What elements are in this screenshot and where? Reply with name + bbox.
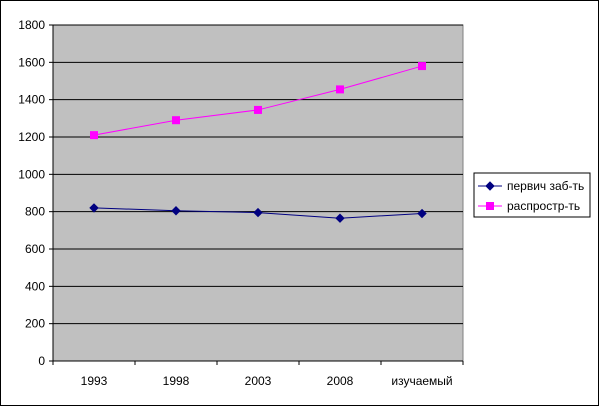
data-point xyxy=(89,203,99,213)
gridlines xyxy=(53,24,463,325)
data-point xyxy=(417,208,427,219)
series-1 xyxy=(89,203,427,223)
x-tick-label: изучаемый xyxy=(391,374,452,388)
data-point xyxy=(336,85,344,94)
plot-area xyxy=(52,24,464,362)
y-tick-label: 800 xyxy=(25,205,45,219)
data-point xyxy=(90,131,98,140)
y-tick-label: 0 xyxy=(38,354,45,368)
data-point xyxy=(335,213,345,223)
x-tick-label: 1998 xyxy=(163,374,190,388)
x-tick-label: 2003 xyxy=(245,374,272,388)
y-tick-label: 1200 xyxy=(18,130,45,144)
legend: первич заб-ть распростр-ть xyxy=(473,172,591,218)
legend-label: первич заб-ть xyxy=(507,179,584,193)
x-tick-label: 1993 xyxy=(81,374,108,388)
data-point xyxy=(254,105,262,114)
y-tick-label: 1400 xyxy=(18,93,45,107)
axes xyxy=(52,25,463,362)
data-point xyxy=(418,62,426,71)
y-tick-label: 1600 xyxy=(18,55,45,69)
legend-item: распростр-ть xyxy=(478,199,580,213)
y-tick-label: 600 xyxy=(25,242,45,256)
legend-items: первич заб-ть распростр-ть xyxy=(478,179,584,213)
series-layer xyxy=(89,62,427,223)
data-point xyxy=(172,116,180,125)
x-tick-label: 2008 xyxy=(327,374,354,388)
legend-marker xyxy=(485,181,495,191)
legend-marker xyxy=(486,202,494,210)
y-tick-label: 200 xyxy=(25,317,45,331)
data-point xyxy=(253,207,263,218)
legend-label: распростр-ть xyxy=(507,199,580,213)
y-tick-label: 1000 xyxy=(18,167,45,181)
y-axis-ticks: 0 200 400 600 800 1000 1200 1400 1600 1800 xyxy=(18,18,53,368)
y-tick-label: 400 xyxy=(25,279,45,293)
y-tick-label: 1800 xyxy=(18,18,45,32)
x-axis-ticks: 1993 1998 2003 2008 изучаемый xyxy=(52,361,464,388)
legend-item: первич заб-ть xyxy=(478,179,584,193)
data-point xyxy=(171,206,181,216)
series-2 xyxy=(90,62,426,140)
